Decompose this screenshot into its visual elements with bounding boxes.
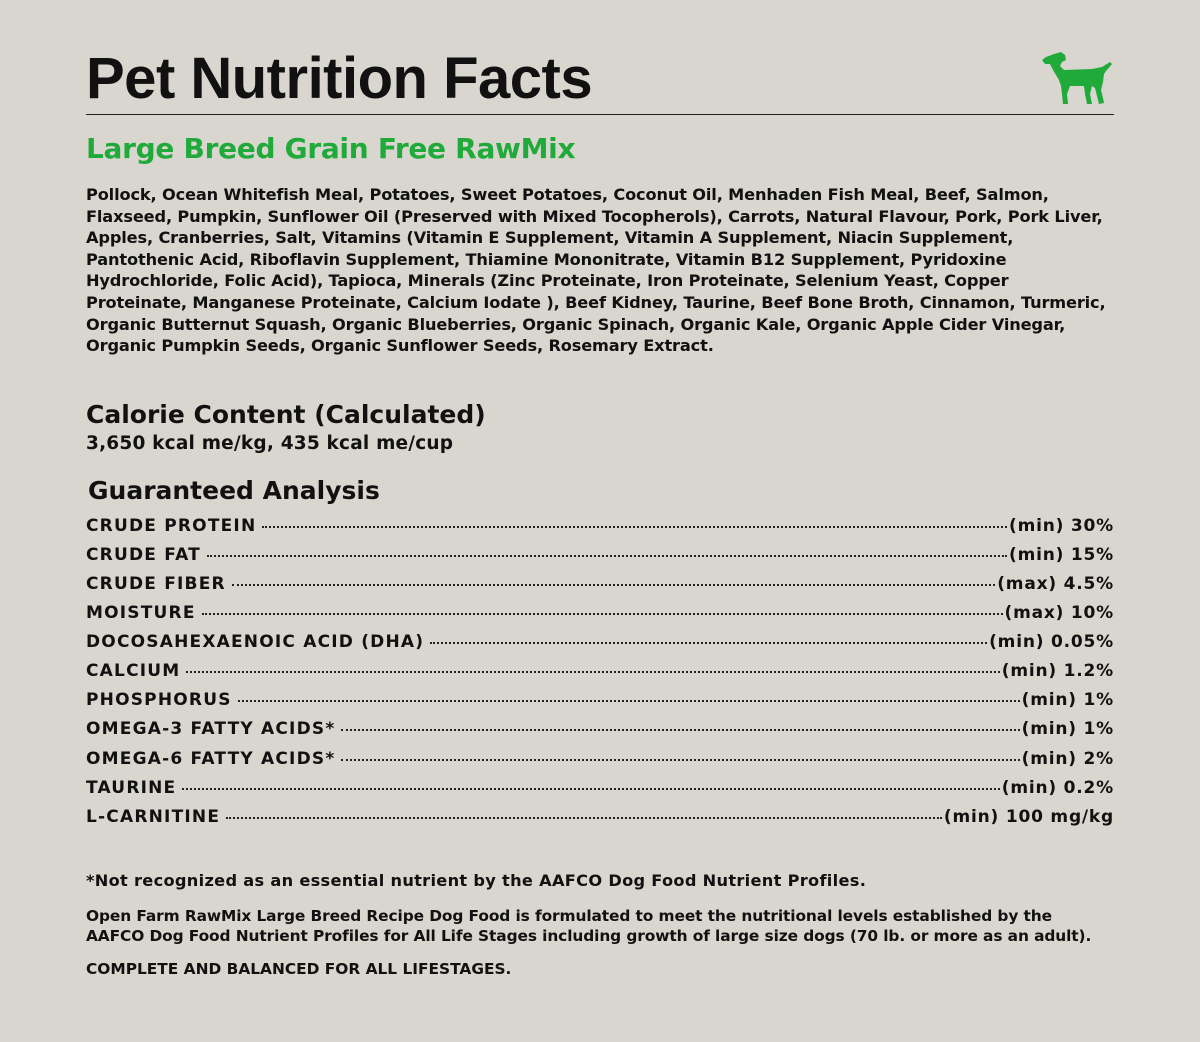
analysis-row: CRUDE FIBER (max) 4.5% [86,574,1114,603]
analysis-row: PHOSPHORUS (min) 1% [86,690,1114,719]
analysis-row: CRUDE PROTEIN (min) 30% [86,516,1114,545]
analysis-row: DOCOSAHEXAENOIC ACID (DHA) (min) 0.05% [86,632,1114,661]
nutrient-value: (max) 10% [1004,603,1114,624]
analysis-row: OMEGA-3 FATTY ACIDS* (min) 1% [86,719,1114,748]
analysis-row: OMEGA-6 FATTY ACIDS* (min) 2% [86,749,1114,778]
nutrient-name: TAURINE [86,777,177,798]
nutrient-name: MOISTURE [86,603,196,624]
guaranteed-analysis-title: Guaranteed Analysis [88,475,380,505]
footnote: *Not recognized as an essential nutrient… [86,870,867,890]
nutrient-name: OMEGA-6 FATTY ACIDS* [86,748,336,769]
nutrient-name: PHOSPHORUS [86,690,232,711]
nutrient-value: (min) 2% [1021,748,1114,769]
nutrient-name: L-CARNITINE [86,806,221,827]
nutrient-value: (max) 4.5% [997,573,1114,594]
dot-leader [201,612,1003,616]
dot-leader [262,525,1007,528]
ingredients-list: Pollock, Ocean Whitefish Meal, Potatoes,… [86,185,1106,356]
dot-leader [206,554,1007,557]
nutrient-value: (min) 0.2% [1001,777,1114,798]
nutrient-value: (min) 0.05% [989,632,1114,653]
nutrient-value: (min) 30% [1009,515,1114,536]
dot-leader [226,816,942,819]
nutrient-name: DOCOSAHEXAENOIC ACID (DHA) [86,632,425,653]
dot-leader [341,758,1020,761]
dot-leader [231,583,996,586]
nutrient-name: CALCIUM [86,661,181,682]
analysis-row: L-CARNITINE (min) 100 mg/kg [86,807,1114,836]
nutrient-name: OMEGA-3 FATTY ACIDS* [86,719,336,740]
calorie-content-title: Calorie Content (Calculated) [86,399,486,429]
nutrient-value: (min) 100 mg/kg [943,806,1114,827]
dot-leader [237,699,1020,703]
page-title: Pet Nutrition Facts [86,46,593,111]
dot-leader [341,728,1020,732]
nutrient-name: CRUDE PROTEIN [86,515,257,536]
calorie-content-value: 3,650 kcal me/kg, 435 kcal me/cup [86,432,454,454]
nutrient-name: CRUDE FAT [86,544,201,565]
analysis-row: CRUDE FAT (min) 15% [86,545,1114,574]
product-name: Large Breed Grain Free RawMix [86,132,576,165]
nutrient-name: CRUDE FIBER [86,573,226,594]
nutrient-value: (min) 1% [1021,690,1114,711]
header: Pet Nutrition Facts [86,44,1114,115]
nutrient-value: (min) 1% [1021,719,1114,740]
nutrient-value: (min) 1.2% [1001,661,1114,682]
nutrient-value: (min) 15% [1009,544,1114,565]
analysis-row: CALCIUM (min) 1.2% [86,661,1114,690]
dog-icon [1042,52,1112,104]
dot-leader [186,670,1000,674]
dot-leader [430,641,988,645]
nutrition-label: Pet Nutrition Facts Large Breed Grain Fr… [86,44,1114,979]
dot-leader [182,787,1000,790]
complete-balanced-statement: COMPLETE AND BALANCED FOR ALL LIFESTAGES… [86,959,512,978]
analysis-row: TAURINE (min) 0.2% [86,778,1114,807]
guaranteed-analysis-table: CRUDE PROTEIN (min) 30% CRUDE FAT (min) 15… [86,516,1114,836]
analysis-row: MOISTURE (max) 10% [86,603,1114,632]
aafco-statement: Open Farm RawMix Large Breed Recipe Dog … [86,906,1092,946]
